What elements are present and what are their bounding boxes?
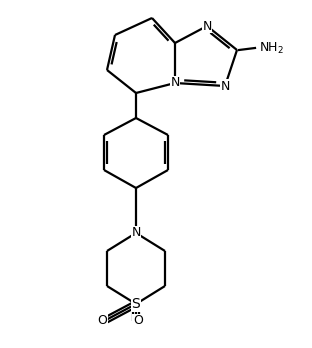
Text: N: N (170, 77, 180, 89)
Text: O: O (97, 315, 107, 327)
Text: N: N (202, 19, 212, 32)
Text: O: O (133, 315, 143, 327)
Text: N: N (131, 227, 141, 239)
Text: N: N (220, 79, 230, 93)
Text: NH$_2$: NH$_2$ (259, 40, 284, 56)
Text: S: S (132, 297, 140, 311)
